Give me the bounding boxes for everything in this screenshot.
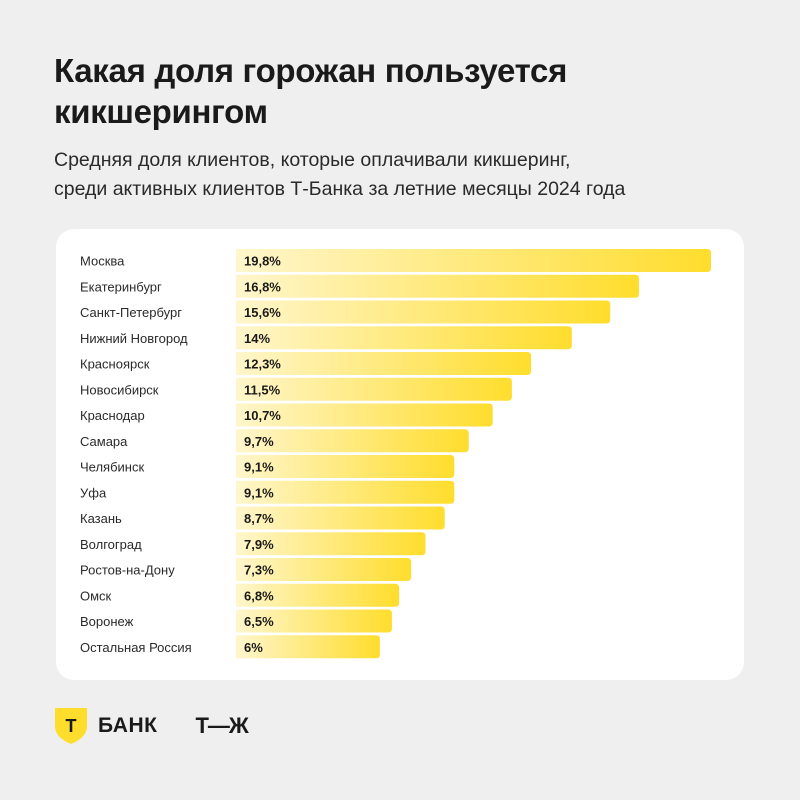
tbank-shield-icon: Т — [55, 708, 87, 744]
footer-logos: Т БАНК Т—Ж — [54, 706, 249, 746]
category-label: Воронеж — [80, 614, 134, 629]
shield-letter: Т — [66, 716, 77, 736]
value-label: 6% — [244, 640, 263, 655]
value-label: 12,3% — [244, 357, 281, 372]
category-label: Новосибирск — [80, 382, 159, 397]
bar — [236, 300, 611, 324]
bar — [236, 326, 572, 350]
category-label: Омск — [80, 588, 112, 603]
bar — [236, 480, 455, 504]
category-label: Москва — [80, 254, 125, 269]
bar — [236, 583, 400, 607]
category-label: Уфа — [80, 485, 107, 500]
value-label: 16,8% — [244, 279, 281, 294]
bar — [236, 506, 445, 530]
value-label: 10,7% — [244, 408, 281, 423]
category-label: Екатеринбург — [80, 279, 162, 294]
chart-card: Москва 19,8% Екатеринбург 16,8% Санкт-Петерб… — [56, 229, 744, 680]
bar-chart: Москва 19,8% Екатеринбург 16,8% Санкт-Петерб… — [80, 249, 711, 659]
bar — [236, 455, 455, 478]
category-label: Казань — [80, 511, 122, 526]
subtitle-line-2: среди активных клиентов Т-Банка за летни… — [54, 178, 626, 200]
category-label: Санкт-Петербург — [80, 305, 182, 320]
page-title: Какая доля горожан пользуется кикшеринго… — [54, 50, 754, 132]
title-line-2: кикшерингом — [54, 93, 268, 130]
bar — [236, 429, 469, 453]
tzh-logo: Т—Ж — [195, 713, 248, 738]
category-label: Остальная Россия — [80, 640, 192, 655]
title-line-1: Какая доля горожан пользуется — [54, 52, 568, 89]
bar — [236, 403, 493, 427]
bar — [236, 609, 392, 633]
bar — [236, 249, 711, 272]
value-label: 9,7% — [244, 434, 274, 449]
value-label: 11,5% — [244, 382, 281, 397]
bar — [236, 377, 512, 401]
bar — [236, 558, 412, 581]
value-label: 7,9% — [244, 537, 274, 552]
value-label: 19,8% — [244, 254, 281, 269]
value-label: 7,3% — [244, 563, 274, 578]
bar — [236, 635, 380, 659]
category-label: Самара — [80, 434, 128, 449]
value-label: 15,6% — [244, 305, 281, 320]
value-label: 9,1% — [244, 460, 274, 475]
bar — [236, 274, 640, 298]
bank-wordmark: БАНК — [98, 714, 158, 737]
value-label: 6,5% — [244, 614, 274, 629]
category-label: Нижний Новгород — [80, 331, 188, 346]
bar — [236, 532, 426, 556]
subtitle-line-1: Средняя доля клиентов, которые оплачивал… — [54, 149, 571, 171]
category-label: Челябинск — [80, 460, 144, 475]
value-label: 8,7% — [244, 511, 274, 526]
category-label: Ростов-на-Дону — [80, 563, 175, 578]
value-label: 14% — [244, 331, 270, 346]
value-label: 6,8% — [244, 588, 274, 603]
bar — [236, 352, 532, 375]
subtitle: Средняя доля клиентов, которые оплачивал… — [54, 146, 754, 204]
category-label: Краснодар — [80, 408, 145, 423]
category-label: Волгоград — [80, 537, 142, 552]
category-label: Красноярск — [80, 357, 150, 372]
value-label: 9,1% — [244, 485, 274, 500]
